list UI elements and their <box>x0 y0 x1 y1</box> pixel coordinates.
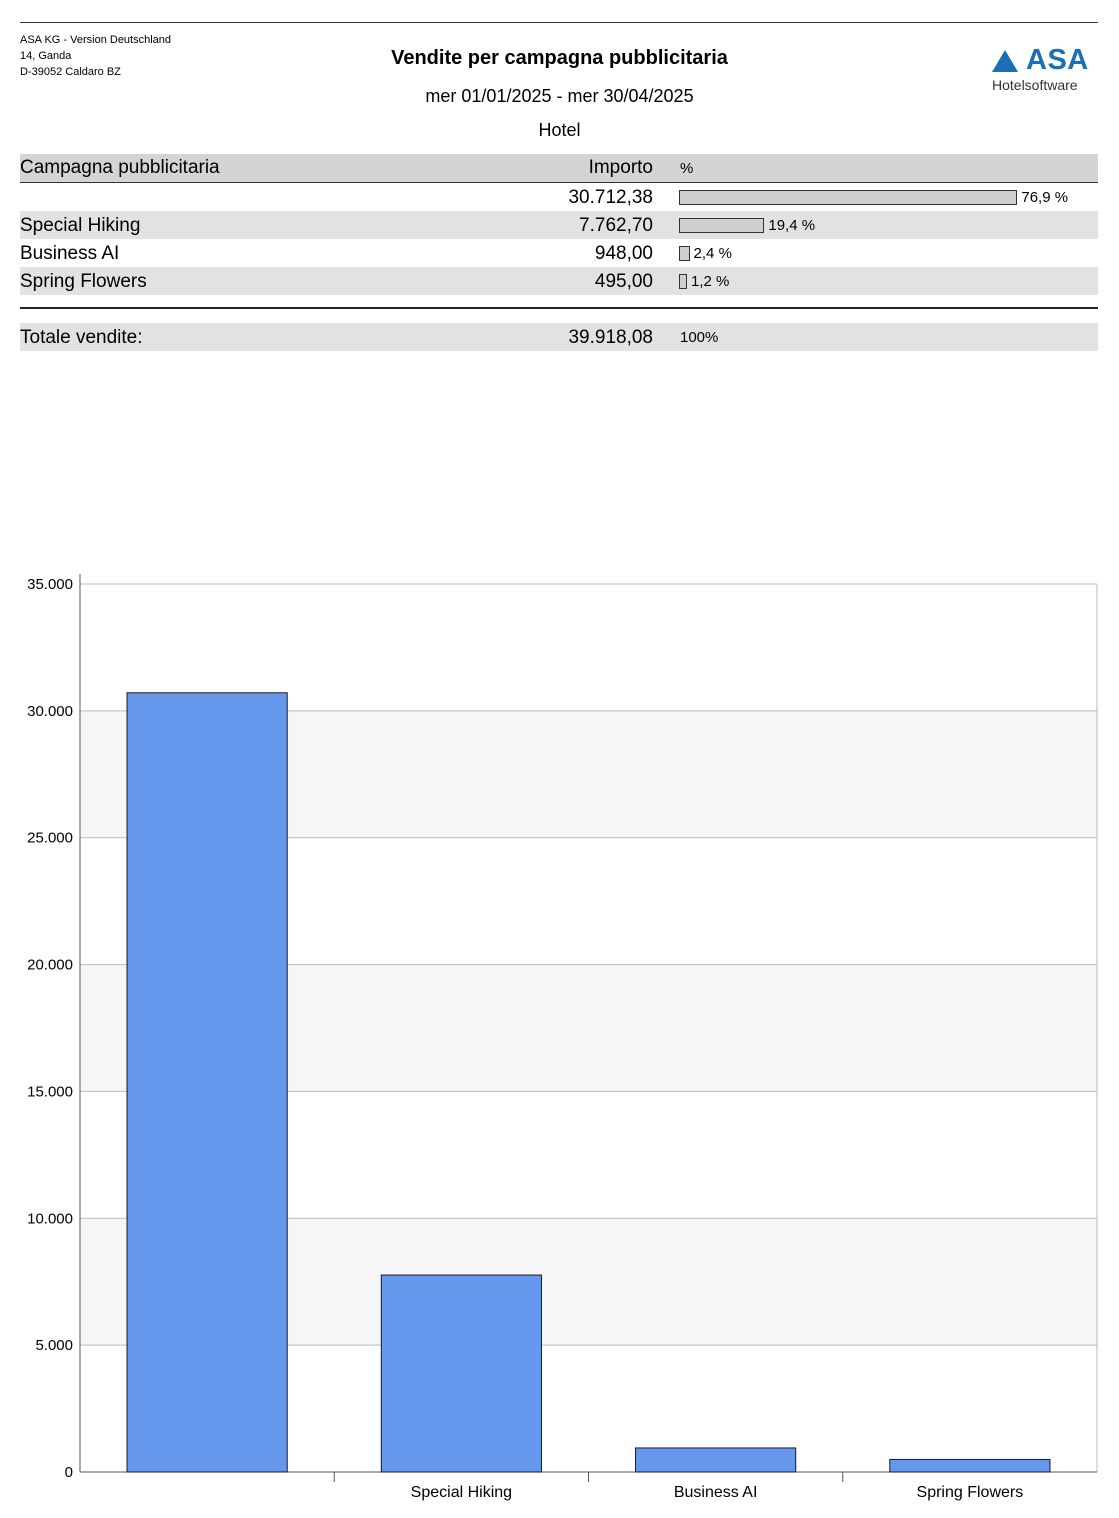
y-tick-label: 30.000 <box>27 703 73 720</box>
total-label: Totale vendite: <box>20 327 143 348</box>
y-tick-label: 25.000 <box>27 830 73 847</box>
asa-logo: ASA Hotelsoftware <box>988 44 1098 96</box>
total-amount: 39.918,08 <box>568 327 653 348</box>
x-tick-label: Special Hiking <box>411 1484 512 1501</box>
row-campaign: Spring Flowers <box>20 271 147 292</box>
row-share-bar <box>679 217 765 233</box>
logo-triangle-icon <box>992 50 1018 72</box>
total-row: Totale vendite: 39.918,08 100% <box>20 323 1098 351</box>
y-tick-label: 0 <box>65 1464 73 1481</box>
row-percent: 76,9 % <box>1021 188 1069 206</box>
row-campaign: Special Hiking <box>20 215 141 236</box>
x-tick-label: Spring Flowers <box>917 1484 1024 1501</box>
row-percent: 2,4 % <box>693 244 732 262</box>
x-tick-label: Business AI <box>674 1484 758 1501</box>
top-rule <box>20 22 1098 23</box>
table-header: Campagna pubblicitaria Importo % <box>20 154 1098 183</box>
report-department: Hotel <box>538 120 581 140</box>
table-row: 30.712,38 76,9 % <box>20 183 1098 211</box>
y-tick-label: 15.000 <box>27 1083 73 1100</box>
table-row: Business AI 948,00 2,4 % <box>20 239 1098 267</box>
total-rule <box>20 307 1098 309</box>
logo-word: ASA <box>1026 44 1089 76</box>
bar-3 <box>889 1458 1051 1473</box>
row-amount: 30.712,38 <box>568 187 653 208</box>
table-row: Special Hiking 7.762,70 19,4 % <box>20 211 1098 239</box>
sales-table: Campagna pubblicitaria Importo % 30.712,… <box>20 154 1098 351</box>
row-amount: 495,00 <box>594 271 653 292</box>
header-amount: Importo <box>588 157 653 178</box>
table-row: Spring Flowers 495,00 1,2 % <box>20 267 1098 295</box>
bar-1 <box>380 1274 542 1473</box>
row-percent: 19,4 % <box>768 216 816 234</box>
logo-subtitle: Hotelsoftware <box>992 77 1078 93</box>
sales-bar-chart: 0 5.000 10.000 15.000 20.000 25.000 30.000 35.0… <box>27 574 1098 1501</box>
total-percent: 100% <box>680 329 719 346</box>
row-campaign: Business AI <box>20 243 120 264</box>
company-address: ASA KG - Version Deutschland 14, Ganda D… <box>20 32 171 80</box>
bar-2 <box>635 1447 797 1473</box>
company-street: 14, Ganda <box>20 50 72 62</box>
row-percent: 1,2 % <box>691 272 730 290</box>
header-campaign: Campagna pubblicitaria <box>20 157 220 178</box>
header-percent: % <box>680 160 694 177</box>
bar-0 <box>126 692 288 1473</box>
row-share-bar <box>679 245 690 261</box>
report-title: Vendite per campagna pubblicitaria <box>391 47 728 69</box>
company-name: ASA KG - Version Deutschland <box>20 34 172 46</box>
y-tick-label: 10.000 <box>27 1210 73 1227</box>
y-tick-label: 20.000 <box>27 957 73 974</box>
row-share-bar <box>679 273 687 289</box>
row-amount: 948,00 <box>594 243 653 264</box>
y-tick-label: 5.000 <box>35 1337 73 1354</box>
row-amount: 7.762,70 <box>579 215 653 236</box>
report-period: mer 01/01/2025 - mer 30/04/2025 <box>425 86 694 106</box>
company-city: D-39052 Caldaro BZ <box>20 66 121 78</box>
grid-band <box>80 584 1097 711</box>
row-share-bar <box>679 189 1018 205</box>
y-tick-label: 35.000 <box>27 576 73 593</box>
